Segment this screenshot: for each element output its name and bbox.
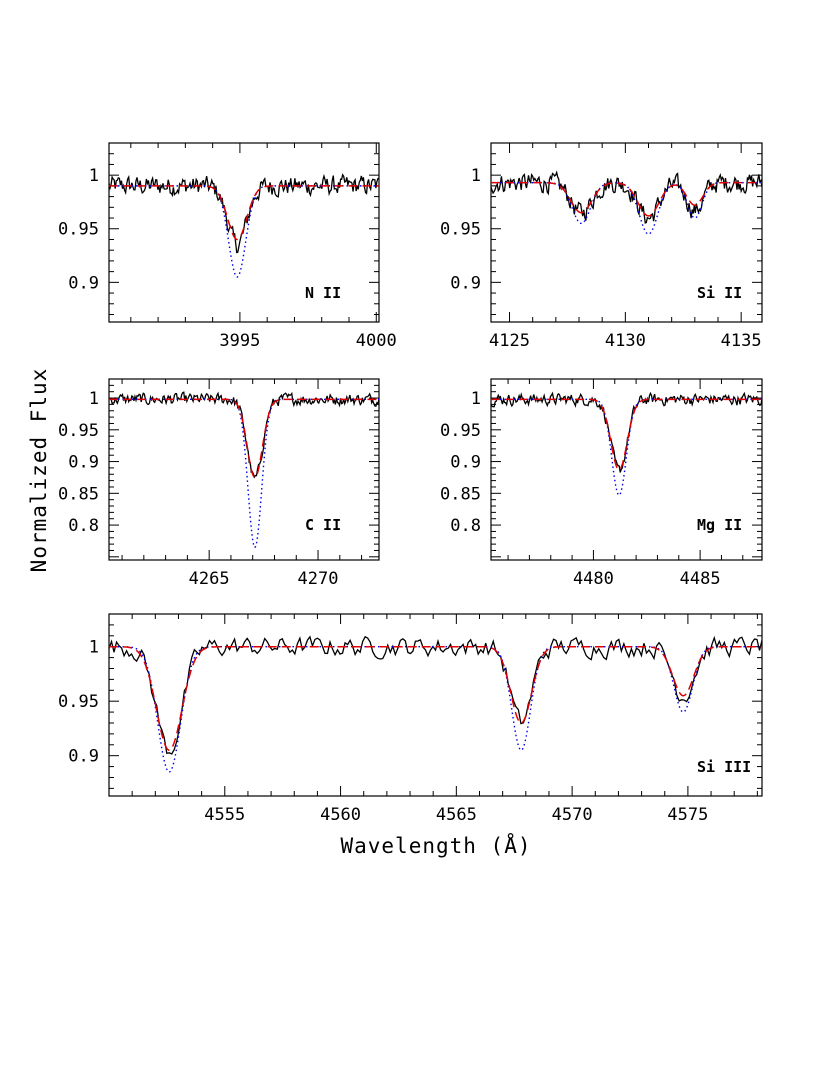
model-dotted-line	[491, 181, 762, 235]
y-tick-label: 0.9	[68, 273, 99, 293]
y-tick-label: 0.95	[58, 692, 99, 712]
plot-frame	[490, 142, 763, 323]
x-tick-label: 4565	[436, 805, 477, 825]
plot-frame	[108, 142, 380, 323]
observed-spectrum-line	[109, 635, 762, 755]
ion-label: Mg II	[697, 516, 742, 534]
ion-label: C II	[305, 516, 341, 534]
y-tick-label: 0.95	[440, 220, 481, 240]
model-dotted-line	[109, 645, 762, 773]
x-tick-label: 4135	[721, 331, 762, 351]
y-tick-label: 1	[89, 638, 99, 658]
y-tick-label: 0.9	[68, 747, 99, 767]
observed-spectrum-line	[491, 391, 762, 473]
ion-label: N II	[305, 284, 341, 302]
y-tick-label: 1	[89, 166, 99, 186]
ion-label: Si II	[697, 284, 742, 302]
model-dashed-line	[109, 645, 762, 751]
panel-CII: 4265 4270 0.8 0.85 0.9 0.95 1 C II	[58, 378, 380, 589]
x-tick-label: 4265	[189, 569, 230, 589]
y-tick-label: 1	[471, 166, 481, 186]
x-tick-label: 4575	[667, 805, 708, 825]
y-tick-label: 0.85	[58, 484, 99, 504]
x-tick-label: 4485	[680, 569, 721, 589]
model-dashed-line	[109, 185, 379, 241]
panel-NII: 3995 4000 0.9 0.95 1 N II	[58, 142, 397, 351]
x-tick-label: 4570	[552, 805, 593, 825]
x-tick-label: 4125	[489, 331, 530, 351]
y-tick-label: 0.85	[440, 484, 481, 504]
y-tick-label: 0.95	[440, 421, 481, 441]
y-tick-label: 0.95	[58, 220, 99, 240]
model-dotted-line	[109, 185, 379, 278]
y-tick-label: 1	[89, 389, 99, 409]
panel-SiIII: 4555 4560 4565 4570 4575 0.9 0.95 1 Si III	[58, 613, 763, 825]
y-tick-label: 0.8	[68, 516, 99, 536]
panel-SiII: 4125 4130 4135 0.9 0.95 1 Si II	[440, 142, 763, 351]
x-tick-label: 3995	[219, 331, 260, 351]
x-tick-label: 4000	[356, 331, 397, 351]
y-tick-label: 0.9	[450, 453, 481, 473]
y-tick-label: 0.9	[450, 273, 481, 293]
y-tick-label: 0.95	[58, 421, 99, 441]
y-tick-label: 0.9	[68, 453, 99, 473]
plot-frame	[108, 613, 763, 797]
x-tick-label: 4555	[204, 805, 245, 825]
plot-frame	[108, 378, 380, 561]
observed-spectrum-line	[491, 170, 762, 224]
x-tick-label: 4270	[298, 569, 339, 589]
x-tick-label: 4130	[605, 331, 646, 351]
x-axis-label: Wavelength (Å)	[340, 832, 531, 858]
panel-MgII: 4480 4485 0.8 0.85 0.9 0.95 1 Mg II	[440, 378, 763, 589]
model-dashed-line	[491, 181, 762, 217]
ion-label: Si III	[697, 758, 751, 776]
x-tick-label: 4480	[573, 569, 614, 589]
y-tick-label: 1	[471, 389, 481, 409]
y-tick-label: 0.8	[450, 516, 481, 536]
model-dashed-line	[109, 398, 379, 479]
model-dashed-line	[491, 398, 762, 471]
y-axis-label: Normalized Flux	[27, 368, 51, 573]
observed-spectrum-line	[109, 391, 379, 479]
plot-frame	[490, 378, 763, 561]
x-tick-label: 4560	[320, 805, 361, 825]
